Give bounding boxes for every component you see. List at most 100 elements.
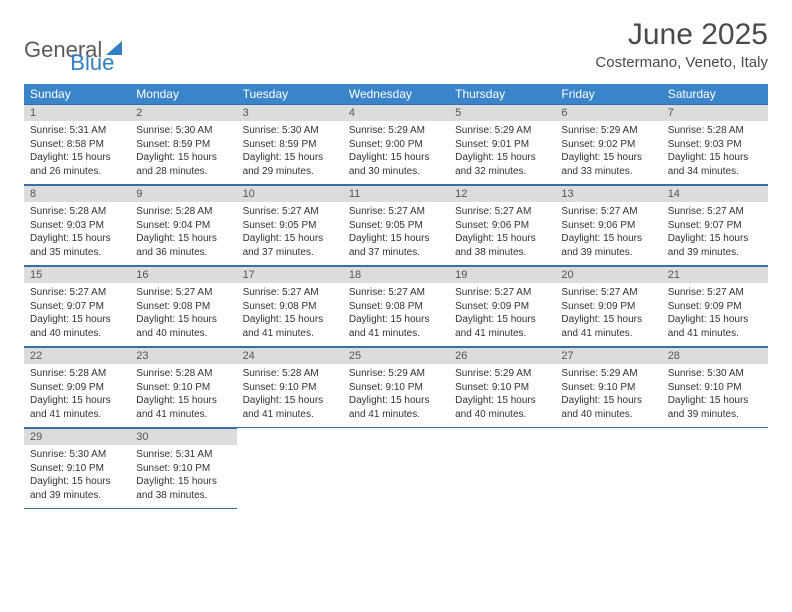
sunset-line: Sunset: 9:10 PM <box>243 381 337 395</box>
daylight-line: Daylight: 15 hours and 41 minutes. <box>455 313 549 340</box>
logo: General Blue <box>24 18 114 76</box>
day-number-row: 891011121314 <box>24 185 768 203</box>
sunrise-line: Sunrise: 5:28 AM <box>243 367 337 381</box>
day-body: Sunrise: 5:27 AMSunset: 9:07 PMDaylight:… <box>24 283 130 346</box>
day-body: Sunrise: 5:27 AMSunset: 9:08 PMDaylight:… <box>237 283 343 346</box>
sunrise-line: Sunrise: 5:27 AM <box>455 205 549 219</box>
day-cell: Sunrise: 5:28 AMSunset: 9:04 PMDaylight:… <box>130 202 236 266</box>
day-body: Sunrise: 5:28 AMSunset: 9:10 PMDaylight:… <box>130 364 236 427</box>
sunrise-line: Sunrise: 5:28 AM <box>668 124 762 138</box>
sunrise-line: Sunrise: 5:29 AM <box>561 367 655 381</box>
day-cell: Sunrise: 5:29 AMSunset: 9:10 PMDaylight:… <box>555 364 661 428</box>
day-cell: Sunrise: 5:30 AMSunset: 9:10 PMDaylight:… <box>662 364 768 428</box>
empty-cell <box>662 445 768 509</box>
sunrise-line: Sunrise: 5:27 AM <box>349 286 443 300</box>
sunset-line: Sunset: 9:10 PM <box>668 381 762 395</box>
empty-cell <box>343 445 449 509</box>
day-number: 1 <box>24 104 130 121</box>
daylight-line: Daylight: 15 hours and 40 minutes. <box>136 313 230 340</box>
day-cell: Sunrise: 5:29 AMSunset: 9:10 PMDaylight:… <box>449 364 555 428</box>
sunset-line: Sunset: 9:09 PM <box>561 300 655 314</box>
sunset-line: Sunset: 9:07 PM <box>668 219 762 233</box>
sunset-line: Sunset: 8:59 PM <box>243 138 337 152</box>
daylight-line: Daylight: 15 hours and 37 minutes. <box>243 232 337 259</box>
day-body: Sunrise: 5:29 AMSunset: 9:00 PMDaylight:… <box>343 121 449 184</box>
day-body: Sunrise: 5:27 AMSunset: 9:09 PMDaylight:… <box>662 283 768 346</box>
day-number: 16 <box>130 266 236 283</box>
sunset-line: Sunset: 9:05 PM <box>349 219 443 233</box>
daylight-line: Daylight: 15 hours and 41 minutes. <box>349 313 443 340</box>
daylight-line: Daylight: 15 hours and 39 minutes. <box>668 232 762 259</box>
calendar-table: SundayMondayTuesdayWednesdayThursdayFrid… <box>24 84 768 509</box>
day-number: 29 <box>24 428 130 445</box>
day-cell: Sunrise: 5:27 AMSunset: 9:08 PMDaylight:… <box>237 283 343 347</box>
empty-cell <box>237 445 343 509</box>
sunrise-line: Sunrise: 5:28 AM <box>30 367 124 381</box>
sunrise-line: Sunrise: 5:27 AM <box>243 286 337 300</box>
sunset-line: Sunset: 9:10 PM <box>30 462 124 476</box>
day-body: Sunrise: 5:29 AMSunset: 9:10 PMDaylight:… <box>343 364 449 427</box>
day-body: Sunrise: 5:30 AMSunset: 8:59 PMDaylight:… <box>130 121 236 184</box>
day-cell: Sunrise: 5:28 AMSunset: 9:09 PMDaylight:… <box>24 364 130 428</box>
logo-text-blue: Blue <box>70 50 114 76</box>
day-of-week-header: Tuesday <box>237 84 343 104</box>
day-cell: Sunrise: 5:27 AMSunset: 9:06 PMDaylight:… <box>555 202 661 266</box>
sunset-line: Sunset: 9:10 PM <box>136 381 230 395</box>
week-row: Sunrise: 5:27 AMSunset: 9:07 PMDaylight:… <box>24 283 768 347</box>
day-body: Sunrise: 5:29 AMSunset: 9:01 PMDaylight:… <box>449 121 555 184</box>
day-cell: Sunrise: 5:27 AMSunset: 9:05 PMDaylight:… <box>237 202 343 266</box>
day-body: Sunrise: 5:31 AMSunset: 8:58 PMDaylight:… <box>24 121 130 184</box>
day-number: 7 <box>662 104 768 121</box>
sunset-line: Sunset: 9:10 PM <box>455 381 549 395</box>
day-cell: Sunrise: 5:27 AMSunset: 9:06 PMDaylight:… <box>449 202 555 266</box>
daylight-line: Daylight: 15 hours and 32 minutes. <box>455 151 549 178</box>
day-body: Sunrise: 5:27 AMSunset: 9:06 PMDaylight:… <box>555 202 661 265</box>
day-number: 27 <box>555 347 661 364</box>
sunset-line: Sunset: 9:07 PM <box>30 300 124 314</box>
day-cell: Sunrise: 5:27 AMSunset: 9:09 PMDaylight:… <box>662 283 768 347</box>
day-cell: Sunrise: 5:29 AMSunset: 9:00 PMDaylight:… <box>343 121 449 185</box>
day-number: 8 <box>24 185 130 202</box>
day-body: Sunrise: 5:27 AMSunset: 9:08 PMDaylight:… <box>130 283 236 346</box>
sunrise-line: Sunrise: 5:31 AM <box>136 448 230 462</box>
day-cell: Sunrise: 5:27 AMSunset: 9:07 PMDaylight:… <box>24 283 130 347</box>
empty-cell <box>449 445 555 509</box>
sunset-line: Sunset: 9:08 PM <box>243 300 337 314</box>
day-of-week-header: Thursday <box>449 84 555 104</box>
sunset-line: Sunset: 9:03 PM <box>668 138 762 152</box>
sunset-line: Sunset: 9:09 PM <box>30 381 124 395</box>
daylight-line: Daylight: 15 hours and 40 minutes. <box>30 313 124 340</box>
sunset-line: Sunset: 9:05 PM <box>243 219 337 233</box>
sunrise-line: Sunrise: 5:28 AM <box>136 205 230 219</box>
day-number: 2 <box>130 104 236 121</box>
day-body: Sunrise: 5:27 AMSunset: 9:05 PMDaylight:… <box>343 202 449 265</box>
week-row: Sunrise: 5:28 AMSunset: 9:09 PMDaylight:… <box>24 364 768 428</box>
day-cell: Sunrise: 5:29 AMSunset: 9:01 PMDaylight:… <box>449 121 555 185</box>
daylight-line: Daylight: 15 hours and 34 minutes. <box>668 151 762 178</box>
sunrise-line: Sunrise: 5:29 AM <box>349 124 443 138</box>
sunrise-line: Sunrise: 5:27 AM <box>455 286 549 300</box>
day-cell: Sunrise: 5:31 AMSunset: 9:10 PMDaylight:… <box>130 445 236 509</box>
sunset-line: Sunset: 9:00 PM <box>349 138 443 152</box>
day-cell: Sunrise: 5:28 AMSunset: 9:03 PMDaylight:… <box>662 121 768 185</box>
day-body: Sunrise: 5:27 AMSunset: 9:08 PMDaylight:… <box>343 283 449 346</box>
sunrise-line: Sunrise: 5:30 AM <box>30 448 124 462</box>
day-number: 4 <box>343 104 449 121</box>
sunrise-line: Sunrise: 5:28 AM <box>136 367 230 381</box>
sunrise-line: Sunrise: 5:27 AM <box>668 205 762 219</box>
day-of-week-header: Monday <box>130 84 236 104</box>
sunrise-line: Sunrise: 5:27 AM <box>243 205 337 219</box>
day-cell: Sunrise: 5:27 AMSunset: 9:08 PMDaylight:… <box>343 283 449 347</box>
sunrise-line: Sunrise: 5:29 AM <box>561 124 655 138</box>
daylight-line: Daylight: 15 hours and 38 minutes. <box>455 232 549 259</box>
day-number: 3 <box>237 104 343 121</box>
day-cell: Sunrise: 5:28 AMSunset: 9:03 PMDaylight:… <box>24 202 130 266</box>
day-number: 26 <box>449 347 555 364</box>
day-number: 5 <box>449 104 555 121</box>
day-cell: Sunrise: 5:27 AMSunset: 9:08 PMDaylight:… <box>130 283 236 347</box>
day-of-week-header: Wednesday <box>343 84 449 104</box>
day-number: 24 <box>237 347 343 364</box>
day-number: 13 <box>555 185 661 202</box>
day-body: Sunrise: 5:28 AMSunset: 9:10 PMDaylight:… <box>237 364 343 427</box>
calendar-body: 1234567Sunrise: 5:31 AMSunset: 8:58 PMDa… <box>24 104 768 509</box>
